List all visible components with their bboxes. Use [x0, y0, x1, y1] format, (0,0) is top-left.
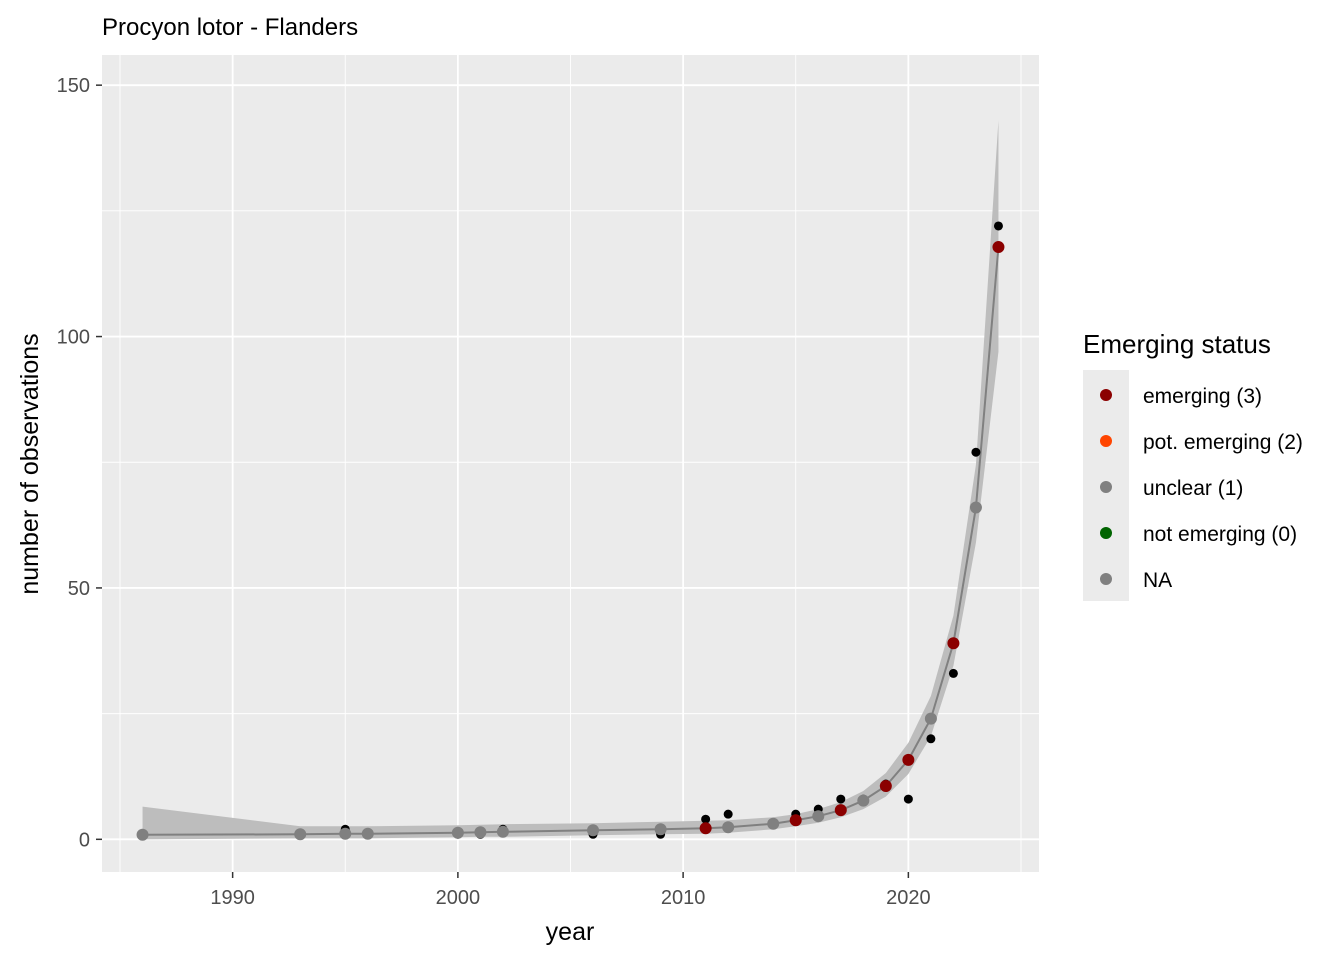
fitted-point [587, 824, 600, 837]
y-axis-title: number of observations [16, 333, 44, 594]
fitted-point [496, 825, 509, 838]
fitted-point [654, 823, 667, 836]
fitted-point [136, 828, 149, 841]
legend-label: unclear (1) [1143, 477, 1243, 500]
legend-key [1100, 435, 1112, 447]
observed-point [971, 447, 981, 457]
fitted-point [474, 826, 487, 839]
observed-point [993, 221, 1003, 231]
fitted-point [451, 826, 464, 839]
fitted-point [294, 828, 307, 841]
fitted-point [339, 827, 352, 840]
y-tick-label: 100 [57, 327, 90, 349]
fitted-point [902, 753, 915, 766]
x-axis-title: year [546, 918, 595, 946]
observed-point [948, 668, 958, 678]
x-tick-label: 2010 [661, 887, 706, 909]
fitted-point [699, 822, 712, 835]
y-tick-label: 0 [79, 829, 90, 851]
legend-label: pot. emerging (2) [1143, 431, 1303, 454]
legend-key [1100, 573, 1112, 585]
fitted-line [142, 246, 1000, 836]
fitted-point [834, 804, 847, 817]
legend: Emerging status emerging (3) pot. emergin… [1083, 329, 1303, 601]
legend-label: not emerging (0) [1143, 523, 1297, 546]
legend-label: NA [1143, 569, 1172, 592]
fitted-point [879, 780, 892, 793]
x-tick-label: 1990 [210, 887, 255, 909]
legend-title: Emerging status [1083, 329, 1271, 359]
fitted-point [924, 712, 937, 725]
x-tick-label: 2020 [886, 887, 931, 909]
observed-point [926, 734, 936, 744]
legend-label: emerging (3) [1143, 385, 1262, 408]
y-tick-label: 150 [57, 75, 90, 97]
plot-panel [102, 55, 1039, 872]
legend-key [1100, 389, 1112, 401]
y-tick-label: 50 [68, 578, 90, 600]
legend-key [1100, 481, 1112, 493]
fitted-point [812, 810, 825, 823]
fitted-point [969, 501, 982, 514]
fitted-point [857, 794, 870, 807]
chart-title: Procyon lotor - Flanders [102, 14, 358, 41]
x-tick-label: 2000 [436, 887, 481, 909]
observed-point [903, 794, 913, 804]
fitted-point [361, 827, 374, 840]
observed-point [836, 794, 846, 804]
observed-point [701, 814, 711, 824]
fitted-point [992, 241, 1005, 254]
fitted-point [722, 821, 735, 834]
fitted-point [947, 637, 960, 650]
fitted-point [789, 814, 802, 827]
legend-key [1100, 527, 1112, 539]
observed-point [723, 809, 733, 819]
fitted-point [767, 817, 780, 830]
